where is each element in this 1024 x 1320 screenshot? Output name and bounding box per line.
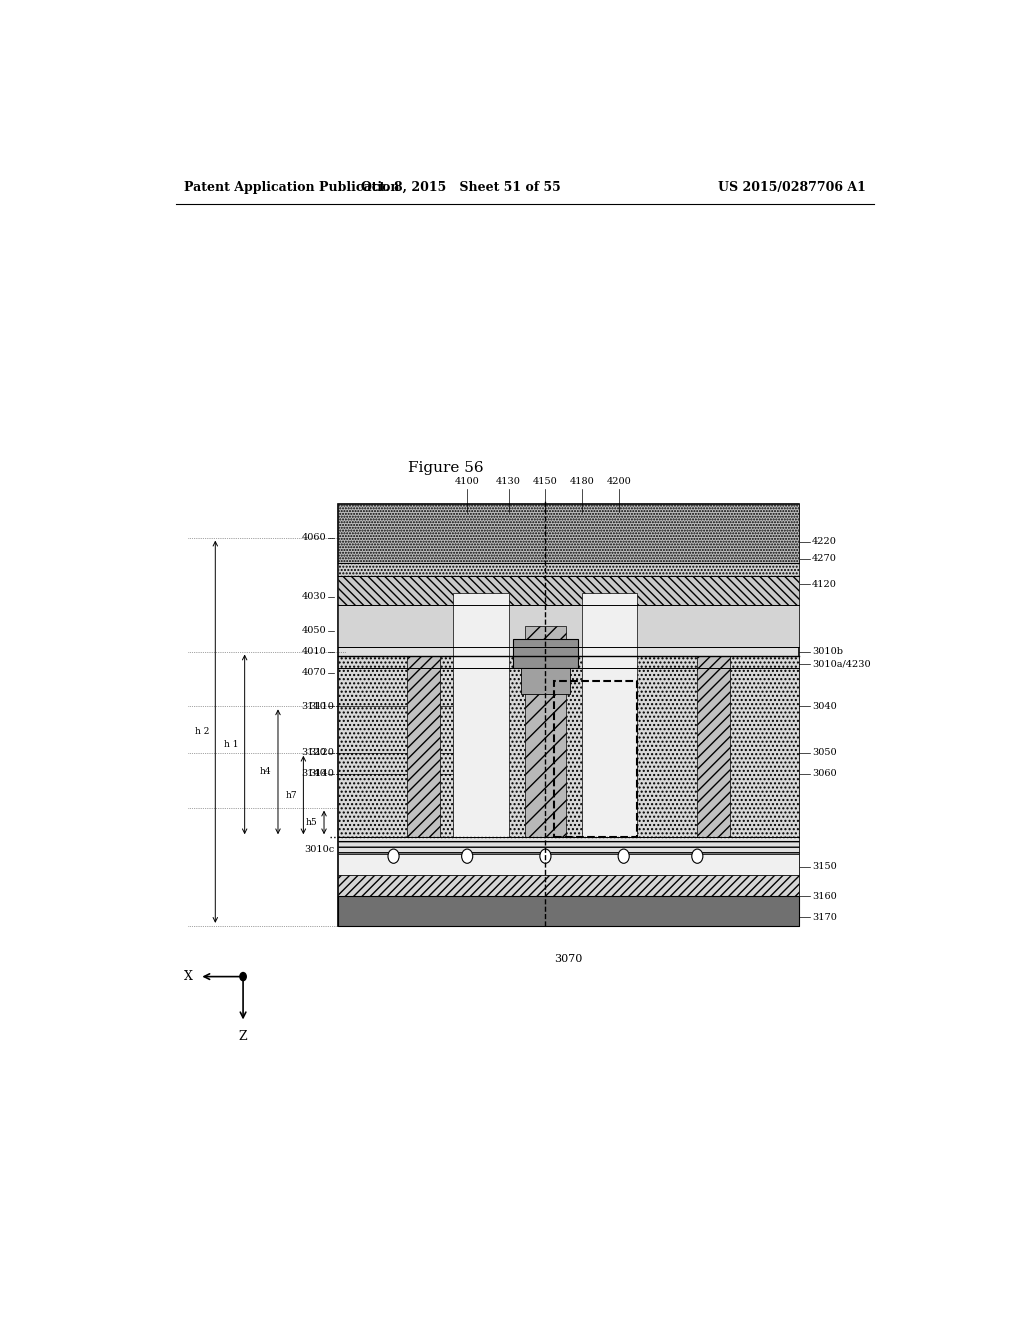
Bar <box>338 605 799 647</box>
Bar <box>408 656 439 837</box>
Text: Oct. 8, 2015   Sheet 51 of 55: Oct. 8, 2015 Sheet 51 of 55 <box>361 181 561 194</box>
Bar <box>697 656 729 837</box>
Bar <box>338 875 799 896</box>
Text: 3010c: 3010c <box>304 845 334 854</box>
Circle shape <box>240 973 246 981</box>
Text: 3160: 3160 <box>812 892 837 900</box>
Text: 4130: 4130 <box>497 477 521 486</box>
Text: 4050: 4050 <box>302 626 327 635</box>
Text: 4270: 4270 <box>812 554 837 564</box>
Bar <box>524 626 566 837</box>
Text: 4120: 4120 <box>812 579 837 589</box>
Text: h7: h7 <box>286 791 297 800</box>
Text: 3170: 3170 <box>812 913 837 921</box>
Text: US 2015/0287706 A1: US 2015/0287706 A1 <box>718 181 866 194</box>
Text: X: X <box>184 970 194 983</box>
Text: 3140: 3140 <box>301 770 327 779</box>
Bar <box>338 504 799 564</box>
Text: 4200: 4200 <box>606 477 632 486</box>
Bar <box>583 593 638 837</box>
Text: 3120: 3120 <box>309 748 334 758</box>
Circle shape <box>692 849 702 863</box>
Text: 3150: 3150 <box>812 862 837 871</box>
Text: Figure 56: Figure 56 <box>408 462 483 475</box>
Circle shape <box>540 849 551 863</box>
Text: 3140: 3140 <box>309 770 334 779</box>
Circle shape <box>618 849 629 863</box>
Text: h4: h4 <box>260 767 271 776</box>
Text: 4070: 4070 <box>302 668 327 677</box>
Text: 3040: 3040 <box>812 702 837 711</box>
Circle shape <box>462 849 473 863</box>
Bar <box>338 576 799 605</box>
Bar <box>338 837 799 854</box>
Bar <box>338 854 799 875</box>
Text: h 2: h 2 <box>195 727 209 737</box>
Text: h 1: h 1 <box>224 741 239 748</box>
Bar <box>454 593 509 837</box>
Circle shape <box>388 849 399 863</box>
Bar <box>338 896 799 925</box>
Text: 3110: 3110 <box>301 702 327 711</box>
Text: h5: h5 <box>306 818 317 826</box>
Text: 3060: 3060 <box>812 770 837 779</box>
Text: 4180: 4180 <box>570 477 595 486</box>
Text: 3120: 3120 <box>301 748 327 758</box>
Text: 3010a/4230: 3010a/4230 <box>812 660 870 669</box>
Text: 4220: 4220 <box>812 537 837 546</box>
Text: Patent Application Publication: Patent Application Publication <box>183 181 399 194</box>
Text: 3110: 3110 <box>309 702 334 711</box>
Bar <box>338 504 799 925</box>
Text: 4150: 4150 <box>534 477 558 486</box>
Text: 4060: 4060 <box>302 533 327 543</box>
Bar <box>338 656 799 837</box>
Text: 3070: 3070 <box>554 954 583 964</box>
Bar <box>554 681 637 837</box>
Text: 4030: 4030 <box>302 593 327 602</box>
Bar <box>520 668 570 694</box>
Text: 3010b: 3010b <box>812 647 843 656</box>
Bar <box>513 639 578 668</box>
Text: 4010: 4010 <box>302 647 327 656</box>
Text: Z: Z <box>239 1031 248 1044</box>
Text: 4100: 4100 <box>455 477 479 486</box>
Bar <box>338 564 799 576</box>
Text: 3050: 3050 <box>812 748 837 758</box>
